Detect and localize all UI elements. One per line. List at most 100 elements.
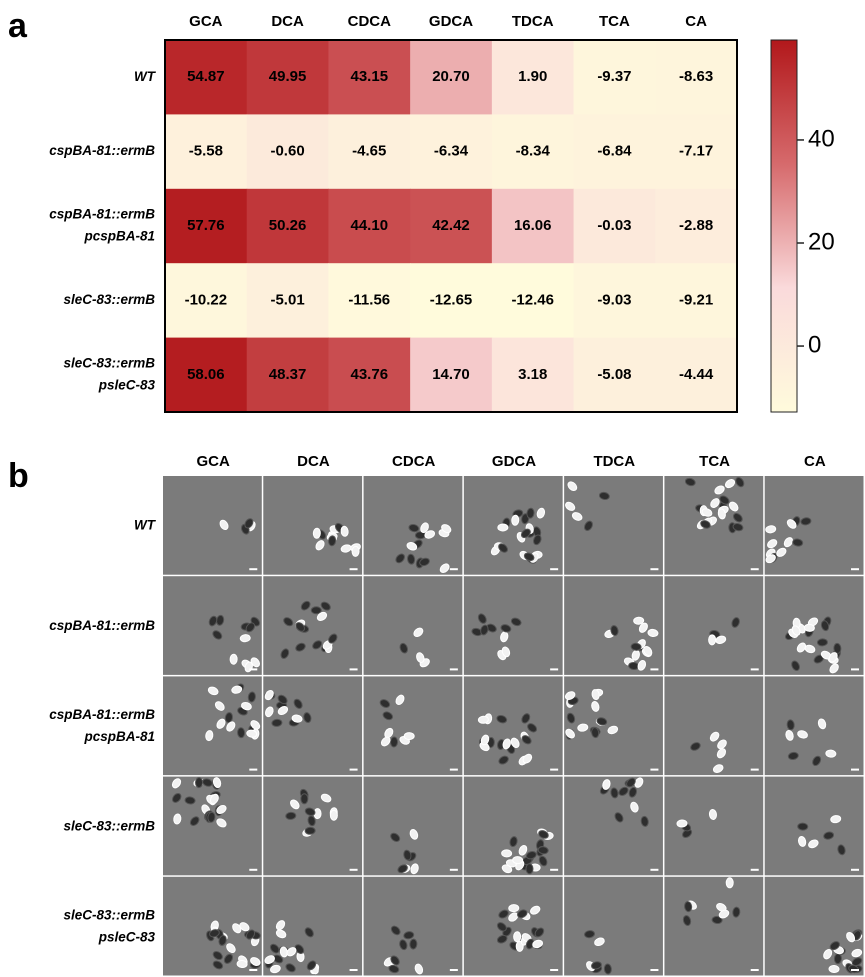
spore (408, 523, 420, 533)
spore (828, 652, 838, 663)
spore (610, 787, 619, 799)
spore (534, 927, 545, 938)
spore (816, 638, 828, 647)
spore (237, 727, 246, 739)
spore (711, 915, 723, 925)
heat-cell (246, 337, 329, 413)
spore (603, 963, 612, 975)
cell-label: -9.21 (679, 291, 713, 308)
cell-label: 3.18 (518, 366, 547, 383)
micrograph (463, 676, 563, 776)
heat-cell (410, 114, 493, 190)
spore (286, 947, 297, 957)
spore (390, 832, 401, 842)
spore (424, 530, 436, 539)
spore (236, 960, 248, 969)
spore (264, 689, 274, 701)
spore (513, 931, 522, 943)
spore (397, 864, 408, 874)
spore (538, 830, 549, 839)
spore (735, 477, 745, 488)
spore (566, 712, 576, 724)
spore (285, 963, 296, 973)
spore (530, 905, 541, 915)
spore (765, 525, 777, 534)
spore (830, 815, 842, 824)
spore (224, 712, 233, 724)
spore (285, 811, 297, 820)
spore (823, 831, 835, 840)
spore (496, 714, 508, 724)
column-header: CDCA (348, 13, 391, 30)
micrograph (263, 576, 363, 675)
cell-label: -12.46 (511, 291, 554, 308)
cell-label: -9.37 (597, 68, 631, 85)
spore (498, 909, 509, 919)
column-header: TDCA (593, 453, 635, 470)
spore (690, 742, 701, 751)
cell-label: -6.34 (434, 143, 469, 160)
spore (767, 539, 778, 549)
heat-cell (410, 337, 493, 413)
spore (277, 694, 288, 705)
heat-cell (573, 188, 656, 264)
spore (626, 777, 636, 788)
spore (786, 519, 797, 529)
spore (295, 622, 305, 632)
spore (732, 512, 743, 523)
spore (718, 909, 730, 919)
heat-cell (573, 337, 656, 413)
column-header: CA (804, 453, 826, 470)
spore (277, 706, 289, 716)
spore (647, 628, 659, 637)
spore (304, 927, 314, 938)
spore (501, 646, 511, 658)
spore (269, 964, 281, 974)
spore (212, 630, 223, 640)
row-label: sleC-83::ermB (63, 907, 155, 922)
spore (521, 713, 531, 724)
spore (708, 808, 718, 820)
heat-cell (410, 188, 493, 264)
column-header: CA (685, 13, 707, 30)
spore (614, 812, 624, 823)
heat-cell (491, 114, 575, 190)
spore (637, 660, 647, 671)
micrograph (263, 476, 363, 575)
spore (728, 501, 739, 512)
spore (796, 642, 807, 653)
micrograph (463, 576, 563, 675)
spore (825, 749, 837, 758)
spore (205, 730, 214, 742)
spore (591, 727, 600, 739)
spore (329, 809, 338, 821)
cell-label: -9.03 (597, 291, 631, 308)
spore (390, 736, 399, 748)
spore (520, 528, 531, 539)
spore (441, 524, 452, 534)
spore (820, 620, 830, 632)
spore (509, 836, 518, 848)
spore (591, 701, 600, 712)
column-header: TCA (599, 13, 630, 30)
heat-cell (410, 40, 493, 115)
spore (300, 793, 309, 805)
spore (283, 617, 294, 627)
spore (610, 625, 619, 636)
spore (633, 616, 645, 625)
spore (833, 953, 842, 965)
cell-label: 44.10 (351, 217, 389, 234)
cell-label: -5.01 (270, 291, 304, 308)
micrograph (363, 676, 463, 776)
spore (715, 635, 727, 644)
spore (291, 714, 303, 723)
row-label: sleC-83::ermB (63, 818, 155, 833)
spore (399, 939, 408, 951)
spore (388, 964, 400, 974)
spore (416, 652, 425, 663)
spore (571, 512, 583, 521)
spore (245, 622, 256, 633)
spore (477, 613, 487, 624)
spore (724, 478, 736, 489)
heat-cell (165, 337, 248, 413)
